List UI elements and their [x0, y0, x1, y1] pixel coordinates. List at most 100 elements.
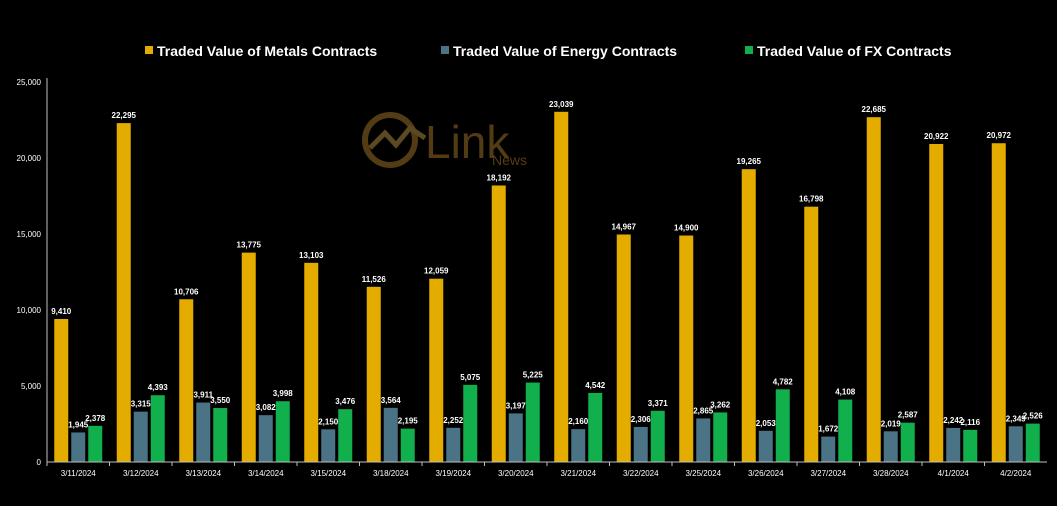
energy-value-label: 3,082	[256, 403, 277, 412]
energy-value-label: 1,945	[68, 420, 89, 429]
metals-value-label: 22,295	[112, 111, 137, 120]
energy-bar	[71, 432, 86, 462]
legend-swatch	[145, 46, 153, 54]
fx-bar	[525, 382, 540, 462]
x-tick-label: 3/28/2024	[873, 469, 909, 478]
x-tick-label: 3/13/2024	[185, 469, 221, 478]
metals-value-label: 22,685	[862, 105, 887, 114]
metals-bar	[929, 143, 944, 462]
metals-value-label: 18,192	[487, 173, 512, 182]
fx-value-label: 2,526	[1023, 412, 1044, 421]
legend-swatch	[745, 46, 753, 54]
fx-value-label: 4,393	[148, 383, 169, 392]
metals-value-label: 11,526	[362, 275, 387, 284]
y-tick-label: 15,000	[17, 230, 42, 239]
metals-bar	[679, 235, 694, 462]
x-tick-label: 3/18/2024	[373, 469, 409, 478]
fx-bar	[463, 384, 478, 462]
energy-bar	[446, 427, 461, 462]
energy-value-label: 3,197	[506, 401, 527, 410]
logo-mountain	[368, 124, 427, 150]
logo-text: Link	[425, 116, 510, 168]
fx-bar	[900, 422, 915, 462]
x-tick-label: 3/20/2024	[498, 469, 534, 478]
fx-bar	[775, 389, 790, 462]
fx-value-label: 4,542	[585, 381, 606, 390]
metals-bar	[491, 185, 506, 462]
fx-bar	[150, 395, 165, 462]
metals-value-label: 20,922	[924, 132, 949, 141]
fx-bar	[963, 429, 978, 462]
energy-bar	[946, 427, 961, 462]
energy-bar	[758, 430, 773, 462]
metals-bar	[179, 299, 194, 462]
energy-value-label: 2,160	[568, 417, 589, 426]
metals-value-label: 13,775	[237, 241, 262, 250]
energy-value-label: 3,911	[193, 391, 213, 400]
metals-value-label: 23,039	[549, 100, 574, 109]
fx-value-label: 4,108	[835, 388, 856, 397]
metals-bar	[866, 117, 881, 463]
x-tick-label: 3/26/2024	[748, 469, 784, 478]
fx-bar	[400, 428, 415, 462]
metals-value-label: 14,900	[674, 224, 699, 233]
fx-value-label: 2,587	[898, 411, 919, 420]
fx-value-label: 2,116	[960, 418, 980, 427]
fx-bar	[1025, 423, 1040, 462]
x-tick-label: 3/19/2024	[435, 469, 471, 478]
metals-bar	[54, 318, 69, 462]
metals-bar	[366, 286, 381, 462]
x-tick-label: 3/21/2024	[560, 469, 596, 478]
legend-label: Traded Value of Metals Contracts	[157, 43, 377, 59]
y-axis: 0 5,000 10,000 15,000 20,000 25,000	[17, 78, 48, 467]
metals-value-label: 16,798	[799, 195, 824, 204]
energy-value-label: 3,564	[381, 396, 402, 405]
y-tick-label: 25,000	[17, 78, 42, 87]
energy-value-label: 3,315	[131, 400, 152, 409]
fx-value-label: 2,195	[398, 417, 419, 426]
x-axis: 3/11/2024 3/12/2024 3/13/2024 3/14/2024 3/15…	[46, 461, 1047, 478]
metals-value-label: 14,967	[612, 223, 637, 232]
chart-legend: Traded Value of Metals Contracts Traded V…	[145, 43, 952, 59]
fx-value-label: 3,476	[335, 397, 356, 406]
y-tick-label: 5,000	[21, 382, 42, 391]
fx-value-label: 3,550	[210, 396, 231, 405]
watermark-logo: Link News	[362, 112, 527, 168]
fx-bar	[588, 392, 603, 462]
energy-value-label: 2,865	[693, 406, 714, 415]
metals-bar	[991, 143, 1006, 463]
fx-value-label: 3,262	[710, 400, 731, 409]
fx-bar	[713, 412, 728, 462]
y-tick-label: 0	[37, 458, 42, 467]
legend-label: Traded Value of FX Contracts	[757, 43, 952, 59]
fx-bar	[838, 399, 853, 462]
legend-swatch	[441, 46, 449, 54]
x-tick-label: 3/14/2024	[248, 469, 284, 478]
metals-bar	[429, 278, 444, 462]
x-tick-label: 3/11/2024	[61, 469, 97, 478]
metals-bar	[116, 123, 131, 462]
energy-value-label: 2,053	[756, 419, 777, 428]
energy-bar	[633, 426, 648, 462]
energy-bar	[883, 431, 898, 462]
x-tick-label: 3/15/2024	[310, 469, 346, 478]
energy-bar	[696, 418, 711, 462]
metals-bar	[616, 234, 631, 462]
energy-value-label: 2,349	[1006, 414, 1027, 423]
fx-bar	[275, 401, 290, 462]
fx-value-label: 4,782	[773, 377, 794, 386]
x-tick-label: 3/27/2024	[810, 469, 846, 478]
energy-bar	[196, 402, 211, 462]
fx-value-label: 5,075	[460, 373, 481, 382]
logo-ring	[362, 112, 418, 168]
x-tick-label: 3/22/2024	[623, 469, 659, 478]
energy-bar	[133, 411, 148, 462]
metals-bar	[241, 252, 256, 462]
fx-bar	[650, 410, 665, 462]
energy-bar	[508, 413, 523, 462]
energy-value-label: 1,672	[818, 425, 839, 434]
x-tick-label: 3/25/2024	[685, 469, 721, 478]
energy-bar	[258, 415, 273, 462]
